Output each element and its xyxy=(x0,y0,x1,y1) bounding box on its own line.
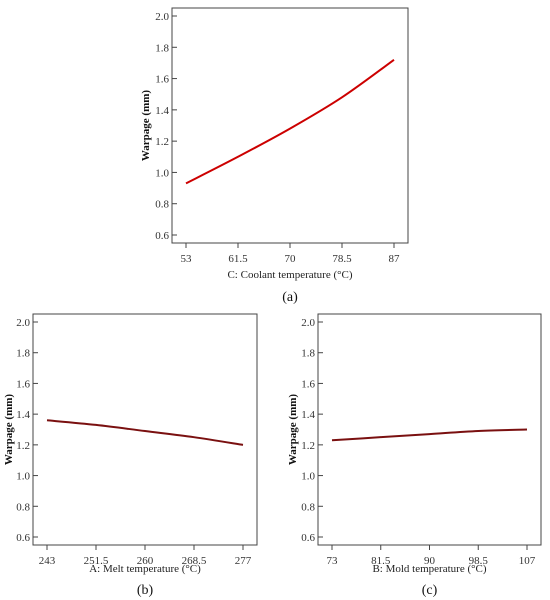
y-axis-label: Warpage (mm) xyxy=(140,90,152,162)
x-tick-label: 90 xyxy=(424,555,436,567)
panel-label: (b) xyxy=(137,583,154,598)
panel-label: (c) xyxy=(422,583,438,598)
y-tick-label: 1.0 xyxy=(301,471,315,483)
panel-b: 0.6 0.8 1.0 1.2 1.4 1.6 1.8 2.0 243 251.5 260 268.5… xyxy=(3,313,258,598)
x-tick-label: 268.5 xyxy=(182,555,207,567)
y-axis-label: Warpage (mm) xyxy=(287,394,299,466)
series-line xyxy=(46,419,244,446)
x-tick-label: 107 xyxy=(519,555,536,567)
x-tick-label: 251.5 xyxy=(84,555,109,567)
y-tick-label: 0.6 xyxy=(155,230,169,242)
x-tick-label: 78.5 xyxy=(332,253,352,265)
y-tick-label: 1.8 xyxy=(16,348,30,360)
y-tick-label: 1.4 xyxy=(301,409,315,421)
y-tick-label: 0.6 xyxy=(16,532,30,544)
y-tick-label: 1.2 xyxy=(155,136,169,148)
plot-frame xyxy=(32,313,258,546)
y-tick-label: 1.6 xyxy=(301,378,315,390)
x-tick-label: 70 xyxy=(285,253,297,265)
x-axis-label: B: Mold temperature (°C) xyxy=(372,563,486,575)
y-tick-label: 1.6 xyxy=(155,74,169,86)
y-tick-label: 2.0 xyxy=(301,317,315,329)
y-tick-label: 0.8 xyxy=(16,501,30,513)
x-tick-label: 277 xyxy=(235,555,252,567)
x-tick-label: 81.5 xyxy=(371,555,391,567)
x-tick-label: 98.5 xyxy=(469,555,489,567)
panel-c: 0.6 0.8 1.0 1.2 1.4 1.6 1.8 2.0 73 81.5 90 98.5 107 B… xyxy=(287,313,542,598)
x-tick-label: 53 xyxy=(181,253,193,265)
y-tick-label: 1.8 xyxy=(155,42,169,54)
y-tick-label: 2.0 xyxy=(16,317,30,329)
y-tick-label: 1.8 xyxy=(301,348,315,360)
y-tick-label: 0.8 xyxy=(155,199,169,211)
x-tick-label: 61.5 xyxy=(228,253,248,265)
series-line xyxy=(331,428,528,442)
y-tick-label: 1.0 xyxy=(16,471,30,483)
x-tick-label: 243 xyxy=(39,555,56,567)
x-axis-label: A: Melt temperature (°C) xyxy=(89,563,201,575)
y-tick-label: 1.2 xyxy=(301,440,315,452)
y-tick-label: 1.4 xyxy=(155,105,169,117)
x-tick-label: 260 xyxy=(137,555,154,567)
panel-a: 0.6 0.8 1.0 1.2 1.4 1.6 1.8 2.0 53 61.5 70 78.5 87 C:… xyxy=(140,7,409,305)
panel-label: (a) xyxy=(282,290,298,305)
y-tick-label: 0.6 xyxy=(301,532,315,544)
y-tick-label: 1.4 xyxy=(16,409,30,421)
series-line xyxy=(185,58,395,185)
y-tick-label: 2.0 xyxy=(155,11,169,23)
plot-frame xyxy=(171,7,409,244)
x-tick-label: 73 xyxy=(327,555,339,567)
y-tick-label: 1.0 xyxy=(155,167,169,179)
y-axis-label: Warpage (mm) xyxy=(3,394,15,466)
x-axis-label: C: Coolant temperature (°C) xyxy=(227,269,352,281)
y-tick-label: 1.2 xyxy=(16,440,30,452)
y-tick-label: 1.6 xyxy=(16,378,30,390)
y-tick-label: 0.8 xyxy=(301,501,315,513)
x-tick-label: 87 xyxy=(389,253,401,265)
